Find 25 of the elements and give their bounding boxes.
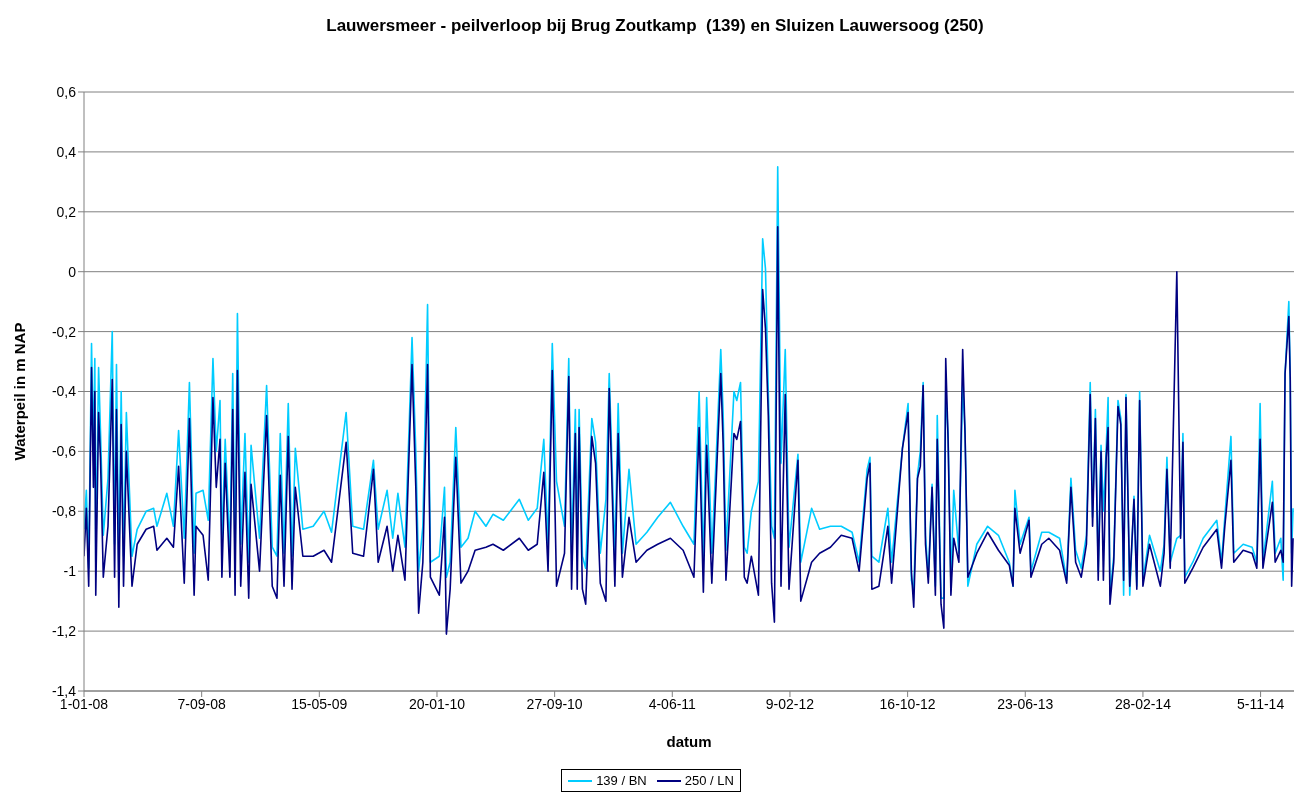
y-tick-label: -1 <box>63 563 77 580</box>
x-tick-label: 15-05-09 <box>291 695 348 712</box>
y-tick-label: -0,6 <box>51 443 77 460</box>
y-tick-label: 0,6 <box>56 83 77 100</box>
x-axis-title: datum <box>666 733 712 750</box>
y-axis-title: Waterpeil in m NAP <box>11 322 29 461</box>
x-tick-label: 27-09-10 <box>526 695 583 712</box>
x-tick-label: 16-10-12 <box>879 695 936 712</box>
legend-label: 139 / BN <box>596 773 647 788</box>
x-tick-label: 4-06-11 <box>648 695 697 712</box>
x-tick-label: 23-06-13 <box>997 695 1054 712</box>
chart-title: Lauwersmeer - peilverloop bij Brug Zoutkamp (139) en Sluizen Lauwersoog (250) <box>325 16 985 36</box>
x-tick-label: 5-11-14 <box>1236 695 1285 712</box>
x-tick-label: 28-02-14 <box>1114 695 1172 712</box>
y-tick-label: -1,2 <box>51 623 77 640</box>
y-tick-label: -0,4 <box>51 383 77 400</box>
y-tick-label: 0 <box>68 263 77 280</box>
y-tick-label: -0,2 <box>51 323 77 340</box>
x-tick-label: 7-09-08 <box>177 695 226 712</box>
legend-label: 250 / LN <box>684 773 734 788</box>
y-tick-label: 0,4 <box>56 143 77 160</box>
x-tick-label: 9-02-12 <box>765 695 815 712</box>
y-tick-label: 0,2 <box>56 203 77 220</box>
y-tick-label: -0,8 <box>51 503 77 520</box>
x-tick-label: 20-01-10 <box>408 695 466 712</box>
